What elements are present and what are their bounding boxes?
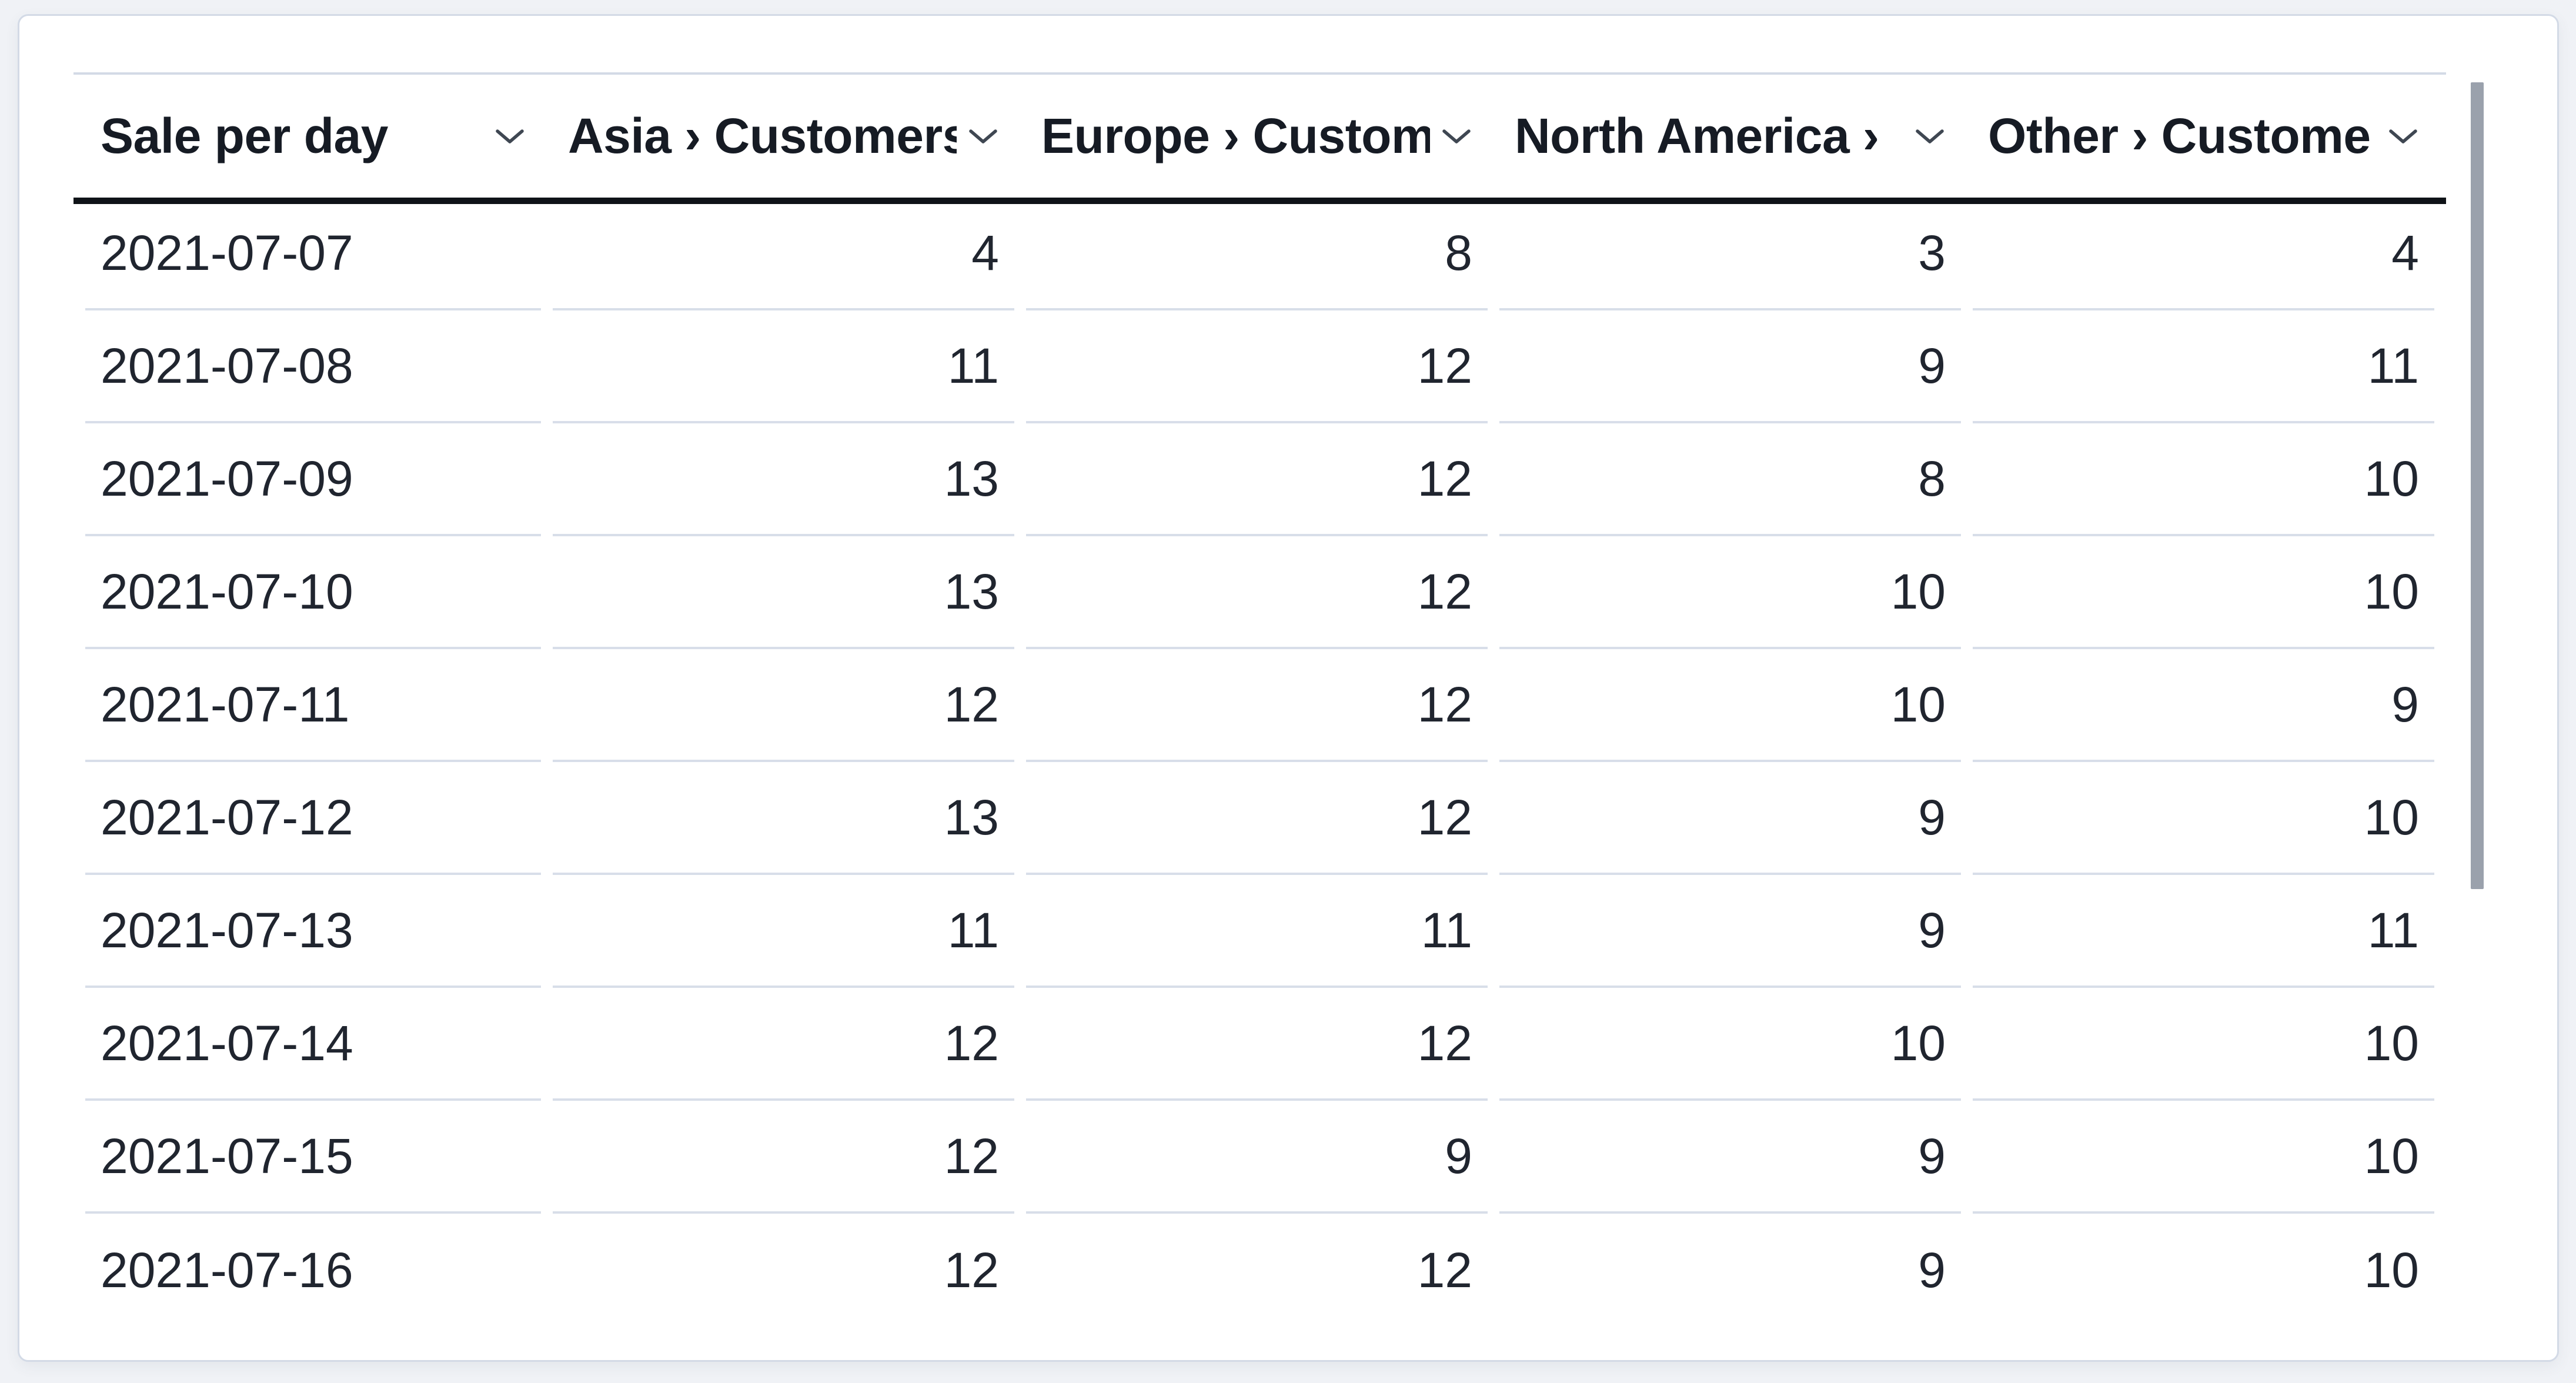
value-cell: 11 xyxy=(553,875,1014,988)
column-header-europe[interactable]: Europe › Custom xyxy=(1026,75,1488,198)
value-cell: 12 xyxy=(1026,310,1488,423)
value-cell: 12 xyxy=(1026,988,1488,1101)
column-header-asia[interactable]: Asia › Customers xyxy=(553,75,1014,198)
value-cell: 10 xyxy=(1499,649,1961,762)
table-row: 2021-07-08 11 12 9 11 xyxy=(85,310,2434,423)
column-header-north-america[interactable]: North America › xyxy=(1499,75,1961,198)
date-cell: 2021-07-07 xyxy=(85,198,541,310)
value-cell: 13 xyxy=(553,762,1014,875)
value-cell: 12 xyxy=(1026,762,1488,875)
value-cell: 10 xyxy=(1973,762,2434,875)
value-cell: 12 xyxy=(1026,536,1488,649)
date-cell: 2021-07-16 xyxy=(101,1242,353,1298)
date-cell: 2021-07-11 xyxy=(85,649,541,762)
value-cell: 8 xyxy=(1026,198,1488,310)
value-cell: 10 xyxy=(1499,988,1961,1101)
value-cell: 12 xyxy=(553,988,1014,1101)
date-cell: 2021-07-12 xyxy=(85,762,541,875)
table-row: 2021-07-14 12 12 10 10 xyxy=(85,988,2434,1101)
sales-table: Sale per day Asia › Customers Europe › Cus… xyxy=(73,75,2446,1327)
table-header: Sale per day Asia › Customers Europe › Cus… xyxy=(85,75,2434,198)
date-cell: 2021-07-10 xyxy=(85,536,541,649)
value-cell: 9 xyxy=(1918,1242,1946,1298)
value-cell: 12 xyxy=(553,1101,1014,1214)
table-row: 2021-07-10 13 12 10 10 xyxy=(85,536,2434,649)
table-row: 2021-07-16 12 12 9 10 xyxy=(85,1214,2434,1327)
value-cell: 8 xyxy=(1499,423,1961,536)
value-cell: 12 xyxy=(1026,423,1488,536)
value-cell: 4 xyxy=(553,198,1014,310)
table-body: 2021-07-07 4 8 3 4 2021-07-08 11 12 9 11 2021-07-0… xyxy=(85,198,2434,1327)
value-cell: 13 xyxy=(553,423,1014,536)
vertical-scrollbar-thumb[interactable] xyxy=(2471,82,2484,889)
value-cell: 12 xyxy=(1417,1242,1472,1298)
header-row: Sale per day Asia › Customers Europe › Cus… xyxy=(85,75,2434,198)
value-cell: 11 xyxy=(1026,875,1488,988)
column-header-label: North America › xyxy=(1515,108,1893,163)
value-cell: 10 xyxy=(1973,536,2434,649)
chevron-down-icon xyxy=(483,127,526,146)
value-cell: 11 xyxy=(553,310,1014,423)
value-cell: 10 xyxy=(1973,423,2434,536)
table-row: 2021-07-07 4 8 3 4 xyxy=(85,198,2434,310)
value-cell: 10 xyxy=(1973,1101,2434,1214)
column-header-label: Other › Custome xyxy=(1988,108,2371,163)
value-cell: 9 xyxy=(1499,762,1961,875)
value-cell: 3 xyxy=(1499,198,1961,310)
value-cell: 13 xyxy=(553,536,1014,649)
column-header-other[interactable]: Other › Custome xyxy=(1973,75,2434,198)
value-cell: 9 xyxy=(1499,310,1961,423)
column-header-label: Europe › Custom xyxy=(1041,108,1430,163)
value-cell: 10 xyxy=(1499,536,1961,649)
value-cell: 10 xyxy=(1973,988,2434,1101)
chevron-down-icon xyxy=(957,127,999,146)
table-row: 2021-07-13 11 11 9 11 xyxy=(85,875,2434,988)
value-cell: 4 xyxy=(1973,198,2434,310)
value-cell: 9 xyxy=(1026,1101,1488,1214)
column-header-label: Asia › Customers xyxy=(568,108,957,163)
value-cell: 11 xyxy=(1973,310,2434,423)
date-cell: 2021-07-14 xyxy=(85,988,541,1101)
value-cell: 12 xyxy=(944,1242,999,1298)
date-cell: 2021-07-09 xyxy=(85,423,541,536)
value-cell: 12 xyxy=(1026,649,1488,762)
date-cell: 2021-07-15 xyxy=(85,1101,541,1214)
value-cell: 9 xyxy=(1973,649,2434,762)
value-cell: 9 xyxy=(1499,875,1961,988)
date-cell: 2021-07-08 xyxy=(85,310,541,423)
value-cell: 12 xyxy=(553,649,1014,762)
column-header-label: Sale per day xyxy=(101,108,388,163)
chevron-down-icon xyxy=(1430,127,1472,146)
date-cell: 2021-07-13 xyxy=(85,875,541,988)
table-row: 2021-07-12 13 12 9 10 xyxy=(85,762,2434,875)
value-cell: 11 xyxy=(1973,875,2434,988)
value-cell: 9 xyxy=(1499,1101,1961,1214)
table-row: 2021-07-15 12 9 9 10 xyxy=(85,1101,2434,1214)
datatable-panel: Sale per day Asia › Customers Europe › Cus… xyxy=(18,14,2559,1362)
table-row: 2021-07-09 13 12 8 10 xyxy=(85,423,2434,536)
table-row: 2021-07-11 12 12 10 9 xyxy=(85,649,2434,762)
value-cell: 10 xyxy=(2364,1242,2419,1298)
sales-table-wrap: Sale per day Asia › Customers Europe › Cus… xyxy=(73,72,2446,1327)
chevron-down-icon xyxy=(1903,127,1946,146)
header-underline xyxy=(73,198,2446,204)
chevron-down-icon xyxy=(2377,127,2419,146)
column-header-date[interactable]: Sale per day xyxy=(85,75,541,198)
